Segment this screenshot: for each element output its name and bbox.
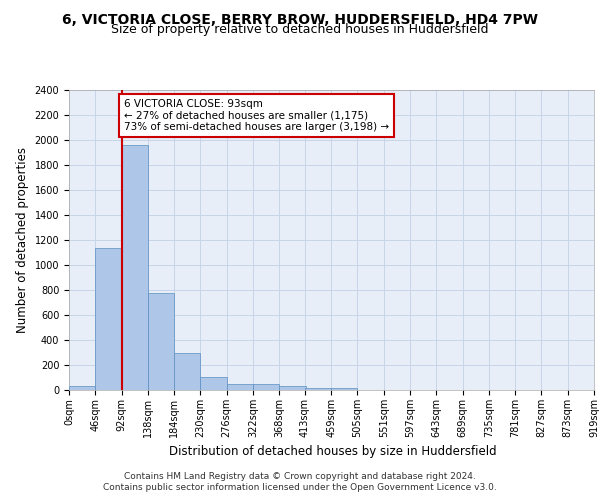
Bar <box>122 145 148 390</box>
Text: 6 VICTORIA CLOSE: 93sqm
← 27% of detached houses are smaller (1,175)
73% of semi: 6 VICTORIA CLOSE: 93sqm ← 27% of detache… <box>124 99 389 132</box>
Bar <box>174 352 200 390</box>
Bar <box>200 377 227 390</box>
Text: Distribution of detached houses by size in Huddersfield: Distribution of detached houses by size … <box>169 444 497 458</box>
Y-axis label: Number of detached properties: Number of detached properties <box>16 147 29 333</box>
Bar <box>148 293 174 390</box>
Bar <box>95 248 122 390</box>
Bar <box>305 388 331 390</box>
Text: 6, VICTORIA CLOSE, BERRY BROW, HUDDERSFIELD, HD4 7PW: 6, VICTORIA CLOSE, BERRY BROW, HUDDERSFI… <box>62 12 538 26</box>
Bar <box>253 384 279 390</box>
Bar <box>279 386 305 390</box>
Bar <box>227 384 253 390</box>
Text: Contains public sector information licensed under the Open Government Licence v3: Contains public sector information licen… <box>103 484 497 492</box>
Bar <box>69 386 95 390</box>
Text: Size of property relative to detached houses in Huddersfield: Size of property relative to detached ho… <box>111 24 489 36</box>
Bar <box>331 388 358 390</box>
Text: Contains HM Land Registry data © Crown copyright and database right 2024.: Contains HM Land Registry data © Crown c… <box>124 472 476 481</box>
